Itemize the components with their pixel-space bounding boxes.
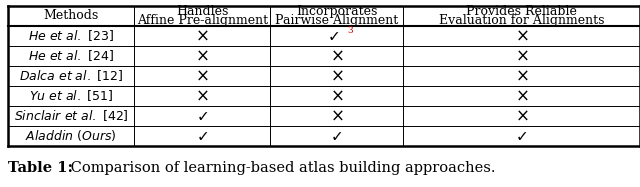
Text: $\times$: $\times$ [195, 87, 209, 105]
Text: $\times$: $\times$ [330, 47, 344, 65]
Text: $\times$: $\times$ [515, 107, 528, 125]
Text: $\times$: $\times$ [330, 67, 344, 85]
Text: $\it{He\ et\ al.}$ [23]: $\it{He\ et\ al.}$ [23] [28, 28, 114, 43]
Text: $\times$: $\times$ [195, 67, 209, 85]
Text: Incorporates: Incorporates [296, 5, 377, 18]
Text: $\it{He\ et\ al.}$ [24]: $\it{He\ et\ al.}$ [24] [28, 48, 114, 63]
Text: $\times$: $\times$ [330, 107, 344, 125]
Text: $\checkmark$: $\checkmark$ [330, 128, 342, 143]
Text: Comparison of learning-based atlas building approaches.: Comparison of learning-based atlas build… [66, 161, 495, 175]
Text: $\times$: $\times$ [515, 67, 528, 85]
Text: $\it{Yu\ et\ al.}$ [51]: $\it{Yu\ et\ al.}$ [51] [29, 88, 113, 103]
Text: Handles: Handles [176, 5, 228, 18]
Text: Table 1:: Table 1: [8, 161, 73, 175]
Text: Methods: Methods [44, 9, 99, 22]
Text: $\it{Sinclair\ et\ al.}$ [42]: $\it{Sinclair\ et\ al.}$ [42] [13, 108, 129, 123]
Text: Affine Pre-alignment: Affine Pre-alignment [136, 13, 268, 27]
Text: $\times$: $\times$ [330, 87, 344, 105]
Text: $\it{Dalca\ et\ al.}$ [12]: $\it{Dalca\ et\ al.}$ [12] [19, 68, 123, 83]
Text: $\checkmark$: $\checkmark$ [515, 128, 527, 143]
Text: $\times$: $\times$ [515, 27, 528, 45]
Text: $\checkmark$: $\checkmark$ [327, 28, 339, 43]
Text: $\checkmark$: $\checkmark$ [196, 108, 208, 123]
Text: 3: 3 [348, 27, 353, 36]
Text: Provides Reliable: Provides Reliable [466, 5, 577, 18]
Text: Pairwise Alignment: Pairwise Alignment [275, 13, 398, 27]
Text: $\times$: $\times$ [195, 27, 209, 45]
Text: $\checkmark$: $\checkmark$ [196, 128, 208, 143]
Text: Evaluation for Alignments: Evaluation for Alignments [438, 13, 604, 27]
Text: $\it{Aladdin}$ $\it{(Ours)}$: $\it{Aladdin}$ $\it{(Ours)}$ [25, 128, 117, 143]
Text: $\times$: $\times$ [195, 47, 209, 65]
Text: $\times$: $\times$ [515, 47, 528, 65]
Text: $\times$: $\times$ [515, 87, 528, 105]
